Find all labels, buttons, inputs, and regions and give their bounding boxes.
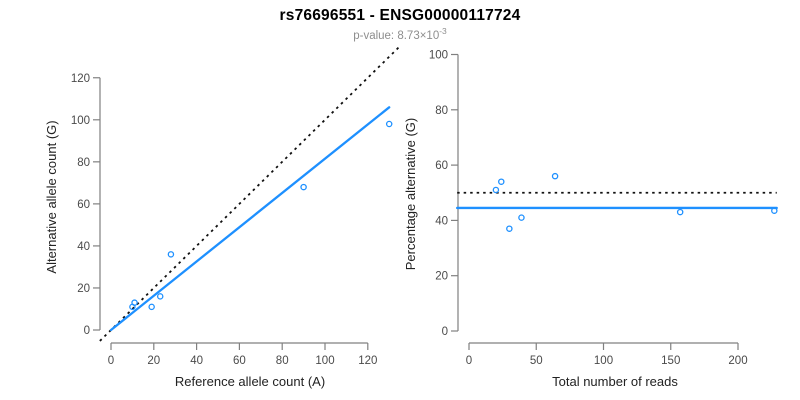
data-point [131, 299, 138, 306]
data-point [148, 303, 155, 311]
x-axis-title: Total number of reads [552, 374, 678, 389]
fit-line [109, 106, 391, 332]
data-point [492, 186, 500, 194]
data-point [498, 178, 505, 185]
x-tick-label: 120 [358, 355, 377, 367]
x-tick-label: 200 [728, 355, 747, 367]
y-tick-label: 0 [84, 325, 90, 337]
identity-line [99, 45, 401, 342]
data-point [676, 208, 684, 216]
y-axis-title: Alternative allele count (G) [44, 120, 59, 273]
y-tick-label: 120 [71, 73, 90, 85]
x-axis-title: Reference allele count (A) [175, 374, 325, 389]
y-tick-label: 100 [71, 115, 90, 127]
x-tick-label: 100 [315, 355, 334, 367]
pvalue-text: p-value: 8.73×10 [353, 29, 440, 42]
y-axis-title: Percentage alternative (G) [403, 118, 418, 270]
x-tick-label: 0 [466, 355, 472, 367]
right-percentage-plot: 0 50 100 150 200 0 20 40 60 80 100 Total number of … [403, 50, 778, 389]
data-point [156, 293, 164, 300]
data-point [300, 183, 307, 191]
data-point [551, 172, 559, 180]
data-point [385, 120, 393, 128]
page-title: rs76696551 - ENSG00000117724 [279, 7, 521, 24]
x-tick-label: 80 [276, 355, 289, 367]
y-tick-label: 80 [435, 105, 448, 117]
left-scatter-plot: 0 20 40 60 80 100 120 0 20 40 60 80 100 120 Reference … [44, 45, 401, 389]
x-tick-label: 100 [594, 355, 613, 367]
y-tick-label: 20 [77, 283, 90, 295]
pvalue-exponent: -3 [439, 26, 447, 36]
data-point [771, 207, 778, 214]
x-tick-label: 40 [190, 355, 203, 367]
data-point [518, 214, 525, 221]
x-tick-label: 150 [661, 355, 680, 367]
x-tick-label: 20 [147, 355, 160, 367]
y-tick-label: 100 [429, 50, 448, 62]
y-tick-label: 80 [77, 157, 90, 169]
x-tick-label: 50 [530, 355, 543, 367]
y-tick-label: 40 [435, 215, 448, 227]
x-tick-label: 0 [108, 355, 114, 367]
data-point [506, 225, 513, 232]
y-tick-label: 40 [77, 241, 90, 253]
y-tick-label: 60 [77, 199, 90, 211]
x-tick-label: 60 [233, 355, 246, 367]
y-tick-label: 0 [442, 326, 448, 338]
pvalue-subtitle: p-value: 8.73×10-3 [0, 26, 800, 42]
y-tick-label: 20 [435, 271, 448, 283]
y-tick-label: 60 [435, 160, 448, 172]
data-point [167, 251, 175, 258]
